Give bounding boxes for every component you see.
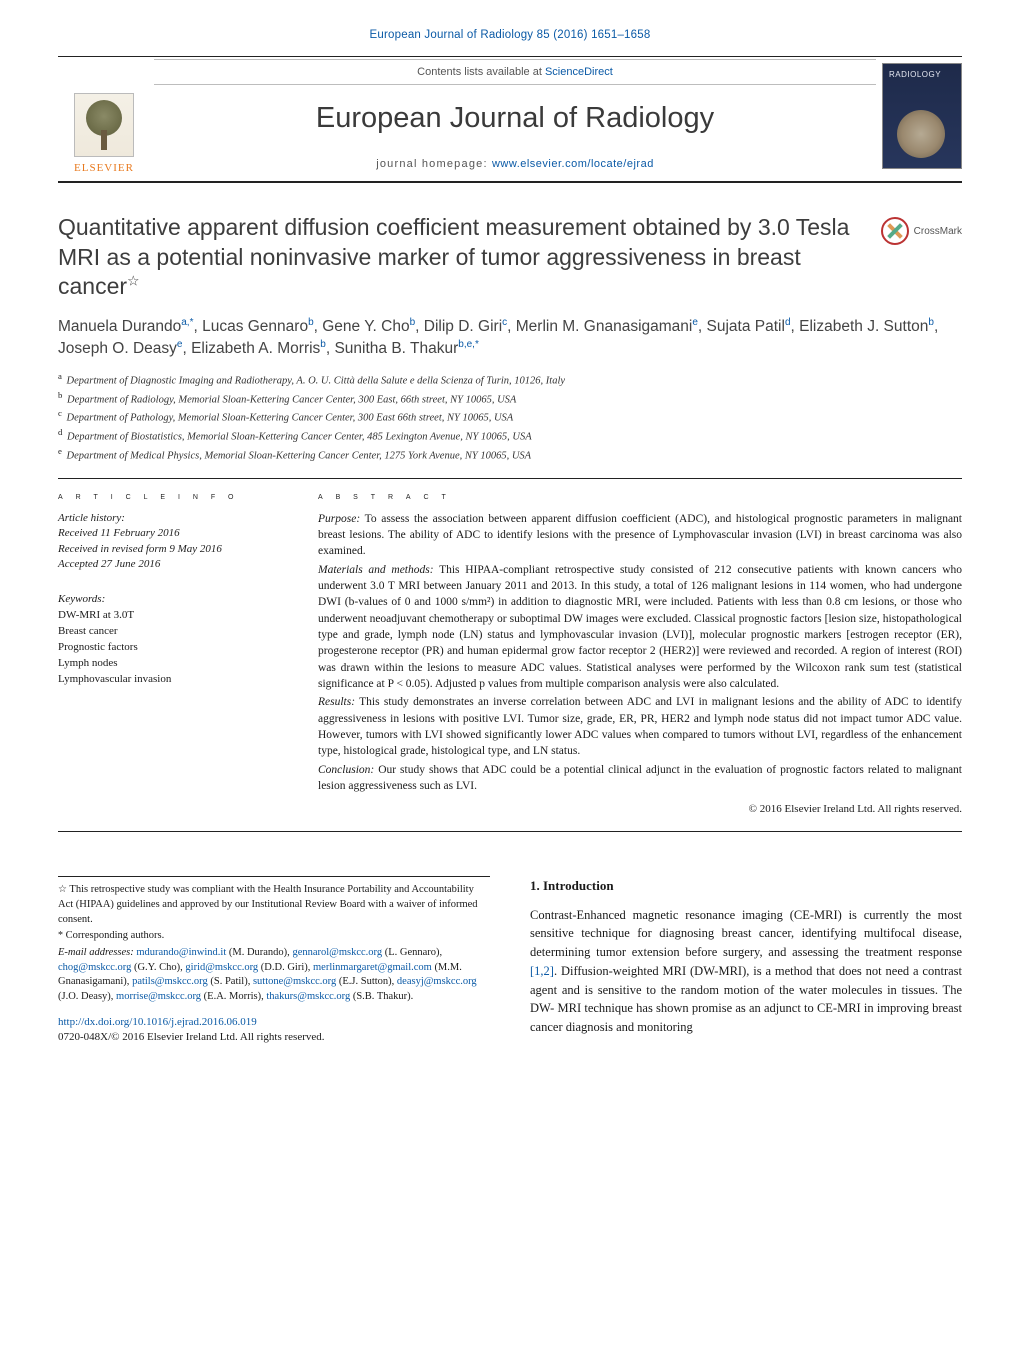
compliance-text: This retrospective study was compliant w… bbox=[58, 884, 478, 924]
introduction-heading: 1. Introduction bbox=[530, 876, 962, 896]
reference-link-1-2[interactable]: [1,2] bbox=[530, 964, 554, 978]
introduction-body: Contrast-Enhanced magnetic resonance ima… bbox=[530, 906, 962, 1037]
email-link[interactable]: patils@mskcc.org bbox=[132, 976, 208, 987]
corresponding-mark: * bbox=[58, 930, 63, 941]
masthead: ELSEVIER Contents lists available at Sci… bbox=[58, 56, 962, 184]
doi-line: http://dx.doi.org/10.1016/j.ejrad.2016.0… bbox=[58, 1015, 490, 1030]
affiliation: c Department of Pathology, Memorial Sloa… bbox=[58, 407, 962, 426]
sciencedirect-link[interactable]: ScienceDirect bbox=[545, 66, 613, 78]
history-line: Received 11 February 2016 bbox=[58, 526, 290, 541]
contents-available-line: Contents lists available at ScienceDirec… bbox=[154, 59, 876, 86]
affiliation: a Department of Diagnostic Imaging and R… bbox=[58, 370, 962, 389]
affiliation: e Department of Medical Physics, Memoria… bbox=[58, 445, 962, 464]
keywords-block: Keywords: DW-MRI at 3.0TBreast cancerPro… bbox=[58, 592, 290, 688]
author-list: Manuela Durandoa,*, Lucas Gennarob, Gene… bbox=[58, 316, 962, 360]
compliance-mark: ☆ bbox=[58, 884, 67, 895]
email-link[interactable]: thakurs@mskcc.org bbox=[266, 991, 350, 1002]
email-addresses: E-mail addresses: mdurando@inwind.it (M.… bbox=[58, 946, 490, 1005]
email-link[interactable]: morrise@mskcc.org bbox=[116, 991, 201, 1002]
history-line: Received in revised form 9 May 2016 bbox=[58, 542, 290, 557]
intro-text-suffix: . Diffusion-weighted MRI (DW-MRI), is a … bbox=[530, 964, 962, 1034]
email-link[interactable]: girid@mskcc.org bbox=[185, 962, 258, 973]
journal-cover-thumb: RADIOLOGY bbox=[876, 57, 962, 182]
affiliation-list: a Department of Diagnostic Imaging and R… bbox=[58, 370, 962, 464]
article-title: Quantitative apparent diffusion coeffici… bbox=[58, 213, 858, 301]
email-link[interactable]: deasyj@mskcc.org bbox=[397, 976, 477, 987]
article-history: Article history: Received 11 February 20… bbox=[58, 511, 290, 573]
abstract-body: Purpose: To assess the association betwe… bbox=[318, 511, 962, 795]
keywords-label: Keywords: bbox=[58, 592, 290, 608]
email-link[interactable]: suttone@mskcc.org bbox=[253, 976, 336, 987]
corresponding-label: Corresponding authors. bbox=[66, 930, 165, 941]
title-note-mark: ☆ bbox=[127, 273, 140, 289]
issn-copyright-line: 0720-048X/© 2016 Elsevier Ireland Ltd. A… bbox=[58, 1030, 490, 1045]
homepage-label: journal homepage: bbox=[376, 158, 492, 170]
history-label: Article history: bbox=[58, 511, 290, 526]
crossmark-icon bbox=[881, 217, 909, 245]
history-line: Accepted 27 June 2016 bbox=[58, 557, 290, 572]
publisher-logo: ELSEVIER bbox=[58, 57, 154, 182]
running-head: European Journal of Radiology 85 (2016) … bbox=[58, 28, 962, 44]
intro-text-prefix: Contrast-Enhanced magnetic resonance ima… bbox=[530, 908, 962, 960]
email-link[interactable]: merlinmargaret@gmail.com bbox=[313, 962, 432, 973]
keyword: Lymph nodes bbox=[58, 656, 290, 672]
keyword: Prognostic factors bbox=[58, 640, 290, 656]
abstract-paragraph: Results: This study demonstrates an inve… bbox=[318, 694, 962, 759]
keyword: Breast cancer bbox=[58, 624, 290, 640]
abstract-paragraph: Conclusion: Our study shows that ADC cou… bbox=[318, 762, 962, 795]
email-link[interactable]: chog@mskcc.org bbox=[58, 962, 131, 973]
footnotes: ☆ This retrospective study was compliant… bbox=[58, 876, 490, 1005]
doi-link[interactable]: http://dx.doi.org/10.1016/j.ejrad.2016.0… bbox=[58, 1016, 257, 1028]
abstract-heading: a b s t r a c t bbox=[318, 489, 962, 503]
keyword: DW-MRI at 3.0T bbox=[58, 608, 290, 624]
contents-prefix: Contents lists available at bbox=[417, 66, 545, 78]
affiliation: d Department of Biostatistics, Memorial … bbox=[58, 426, 962, 445]
keyword: Lymphovascular invasion bbox=[58, 672, 290, 688]
affiliation: b Department of Radiology, Memorial Sloa… bbox=[58, 389, 962, 408]
email-link[interactable]: gennarol@mskcc.org bbox=[292, 947, 382, 958]
journal-homepage-link[interactable]: www.elsevier.com/locate/ejrad bbox=[492, 158, 654, 170]
cover-caption: RADIOLOGY bbox=[889, 70, 955, 81]
journal-title: European Journal of Radiology bbox=[316, 99, 714, 138]
compliance-note: ☆ This retrospective study was compliant… bbox=[58, 883, 490, 927]
email-link[interactable]: mdurando@inwind.it bbox=[136, 947, 226, 958]
abstract-copyright: © 2016 Elsevier Ireland Ltd. All rights … bbox=[318, 802, 962, 817]
crossmark-label: CrossMark bbox=[914, 225, 962, 239]
rule-bottom bbox=[58, 831, 962, 832]
elsevier-tree-icon bbox=[74, 93, 134, 157]
crossmark-badge[interactable]: CrossMark bbox=[881, 217, 962, 245]
abstract-paragraph: Purpose: To assess the association betwe… bbox=[318, 511, 962, 560]
publisher-name: ELSEVIER bbox=[74, 161, 134, 176]
article-title-text: Quantitative apparent diffusion coeffici… bbox=[58, 214, 849, 299]
journal-homepage-line: journal homepage: www.elsevier.com/locat… bbox=[376, 157, 654, 172]
corresponding-note: * Corresponding authors. bbox=[58, 929, 490, 944]
abstract-paragraph: Materials and methods: This HIPAA-compli… bbox=[318, 562, 962, 693]
article-info-heading: a r t i c l e i n f o bbox=[58, 489, 290, 503]
rule-top bbox=[58, 478, 962, 479]
